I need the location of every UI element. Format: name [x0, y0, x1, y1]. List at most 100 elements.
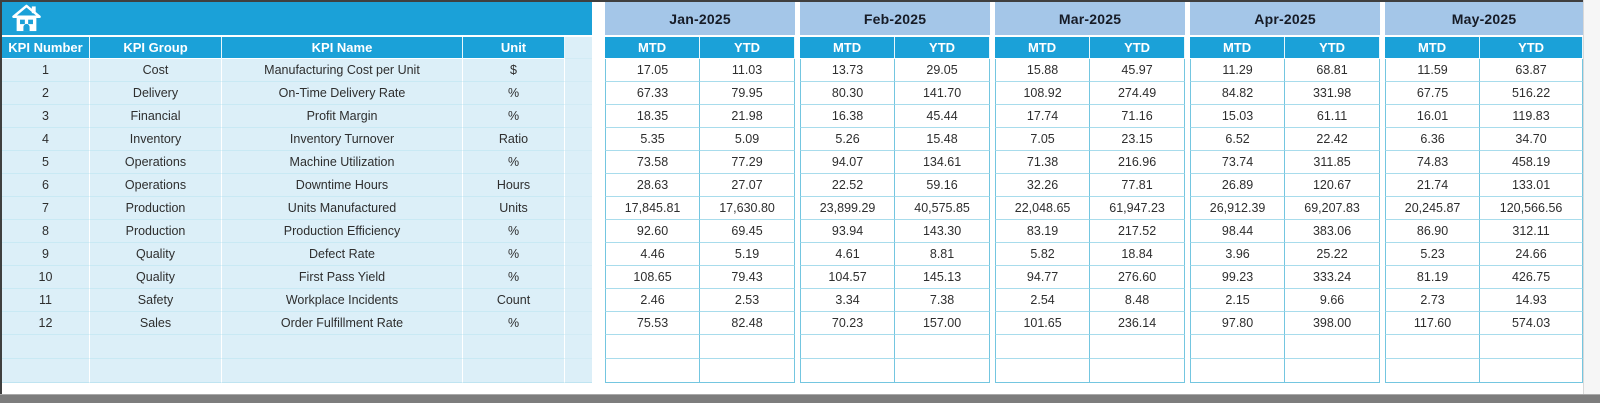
value-cell-ytd[interactable] [895, 359, 991, 383]
value-cell-mtd[interactable]: 21.74 [1385, 174, 1481, 197]
value-cell-mtd[interactable]: 94.07 [800, 151, 896, 174]
unit-cell[interactable]: % [463, 312, 565, 335]
value-cell-ytd[interactable]: 59.16 [895, 174, 991, 197]
kpi-name-cell[interactable]: Defect Rate [222, 243, 463, 266]
value-cell-mtd[interactable]: 26.89 [1190, 174, 1286, 197]
value-cell-mtd[interactable] [605, 359, 701, 383]
mtd-header[interactable]: MTD [1385, 37, 1481, 59]
value-cell-ytd[interactable]: 276.60 [1090, 266, 1186, 289]
value-cell-ytd[interactable]: 34.70 [1480, 128, 1584, 151]
value-cell-ytd[interactable]: 61,947.23 [1090, 197, 1186, 220]
value-cell-mtd[interactable]: 70.23 [800, 312, 896, 335]
value-cell-ytd[interactable]: 236.14 [1090, 312, 1186, 335]
value-cell-mtd[interactable] [605, 335, 701, 359]
ytd-header[interactable]: YTD [1285, 37, 1381, 59]
mtd-header[interactable]: MTD [605, 37, 701, 59]
month-header-mar-2025[interactable]: Mar-2025 [995, 2, 1186, 35]
value-cell-mtd[interactable]: 6.52 [1190, 128, 1286, 151]
kpi-number-cell[interactable]: 5 [2, 151, 90, 174]
ytd-header[interactable]: YTD [895, 37, 991, 59]
value-cell-mtd[interactable]: 11.59 [1385, 59, 1481, 82]
value-cell-mtd[interactable]: 5.26 [800, 128, 896, 151]
value-cell-ytd[interactable]: 7.38 [895, 289, 991, 312]
value-cell-mtd[interactable]: 7.05 [995, 128, 1091, 151]
value-cell-ytd[interactable]: 69,207.83 [1285, 197, 1381, 220]
value-cell-mtd[interactable]: 98.44 [1190, 220, 1286, 243]
month-header-feb-2025[interactable]: Feb-2025 [800, 2, 991, 35]
value-cell-mtd[interactable]: 11.29 [1190, 59, 1286, 82]
value-cell-ytd[interactable]: 61.11 [1285, 105, 1381, 128]
value-cell-ytd[interactable] [700, 359, 796, 383]
kpi-name-cell[interactable] [222, 359, 463, 383]
kpi-group-cell[interactable]: Operations [90, 151, 222, 174]
value-cell-mtd[interactable]: 73.58 [605, 151, 701, 174]
value-cell-mtd[interactable]: 117.60 [1385, 312, 1481, 335]
ytd-header[interactable]: YTD [700, 37, 796, 59]
value-cell-ytd[interactable]: 134.61 [895, 151, 991, 174]
value-cell-ytd[interactable]: 68.81 [1285, 59, 1381, 82]
value-cell-ytd[interactable]: 145.13 [895, 266, 991, 289]
value-cell-ytd[interactable]: 63.87 [1480, 59, 1584, 82]
value-cell-ytd[interactable]: 8.48 [1090, 289, 1186, 312]
value-cell-mtd[interactable] [1190, 359, 1286, 383]
kpi-group-cell[interactable] [90, 359, 222, 383]
kpi-number-cell[interactable]: 3 [2, 105, 90, 128]
value-cell-ytd[interactable]: 77.81 [1090, 174, 1186, 197]
value-cell-mtd[interactable]: 2.15 [1190, 289, 1286, 312]
value-cell-ytd[interactable] [1090, 335, 1186, 359]
kpi-name-cell[interactable] [222, 335, 463, 359]
unit-header[interactable]: Unit [463, 37, 565, 59]
value-cell-ytd[interactable]: 40,575.85 [895, 197, 991, 220]
home-button[interactable] [2, 2, 593, 35]
kpi-number-cell[interactable]: 1 [2, 59, 90, 82]
value-cell-ytd[interactable]: 79.95 [700, 82, 796, 105]
kpi-name-cell[interactable]: Order Fulfillment Rate [222, 312, 463, 335]
kpi-number-cell[interactable]: 9 [2, 243, 90, 266]
value-cell-mtd[interactable] [1190, 335, 1286, 359]
value-cell-mtd[interactable]: 92.60 [605, 220, 701, 243]
value-cell-ytd[interactable]: 45.44 [895, 105, 991, 128]
value-cell-mtd[interactable]: 4.46 [605, 243, 701, 266]
value-cell-mtd[interactable]: 75.53 [605, 312, 701, 335]
value-cell-mtd[interactable]: 6.36 [1385, 128, 1481, 151]
kpi-group-cell[interactable]: Financial [90, 105, 222, 128]
value-cell-mtd[interactable]: 83.19 [995, 220, 1091, 243]
mtd-header[interactable]: MTD [1190, 37, 1286, 59]
value-cell-mtd[interactable]: 67.33 [605, 82, 701, 105]
value-cell-ytd[interactable]: 77.29 [700, 151, 796, 174]
kpi-group-cell[interactable]: Production [90, 197, 222, 220]
kpi-group-cell[interactable]: Quality [90, 266, 222, 289]
value-cell-mtd[interactable]: 22.52 [800, 174, 896, 197]
unit-cell[interactable] [463, 359, 565, 383]
month-header-jan-2025[interactable]: Jan-2025 [605, 2, 796, 35]
value-cell-ytd[interactable]: 458.19 [1480, 151, 1584, 174]
value-cell-ytd[interactable]: 331.98 [1285, 82, 1381, 105]
unit-cell[interactable]: % [463, 266, 565, 289]
value-cell-ytd[interactable]: 69.45 [700, 220, 796, 243]
value-cell-mtd[interactable]: 108.92 [995, 82, 1091, 105]
kpi-number-cell[interactable]: 6 [2, 174, 90, 197]
value-cell-ytd[interactable]: 14.93 [1480, 289, 1584, 312]
value-cell-ytd[interactable] [1480, 359, 1584, 383]
value-cell-mtd[interactable]: 4.61 [800, 243, 896, 266]
value-cell-mtd[interactable]: 3.96 [1190, 243, 1286, 266]
value-cell-mtd[interactable]: 2.54 [995, 289, 1091, 312]
value-cell-ytd[interactable]: 426.75 [1480, 266, 1584, 289]
value-cell-ytd[interactable]: 23.15 [1090, 128, 1186, 151]
value-cell-mtd[interactable]: 73.74 [1190, 151, 1286, 174]
value-cell-mtd[interactable] [800, 335, 896, 359]
kpi-number-cell[interactable]: 8 [2, 220, 90, 243]
value-cell-mtd[interactable]: 16.01 [1385, 105, 1481, 128]
value-cell-ytd[interactable]: 8.81 [895, 243, 991, 266]
kpi-number-cell[interactable]: 12 [2, 312, 90, 335]
kpi-number-header[interactable]: KPI Number [2, 37, 90, 59]
value-cell-ytd[interactable]: 311.85 [1285, 151, 1381, 174]
kpi-number-cell[interactable]: 2 [2, 82, 90, 105]
unit-cell[interactable]: % [463, 220, 565, 243]
value-cell-mtd[interactable]: 5.23 [1385, 243, 1481, 266]
value-cell-ytd[interactable]: 2.53 [700, 289, 796, 312]
value-cell-ytd[interactable]: 15.48 [895, 128, 991, 151]
value-cell-ytd[interactable]: 79.43 [700, 266, 796, 289]
value-cell-ytd[interactable]: 27.07 [700, 174, 796, 197]
value-cell-ytd[interactable] [1480, 335, 1584, 359]
